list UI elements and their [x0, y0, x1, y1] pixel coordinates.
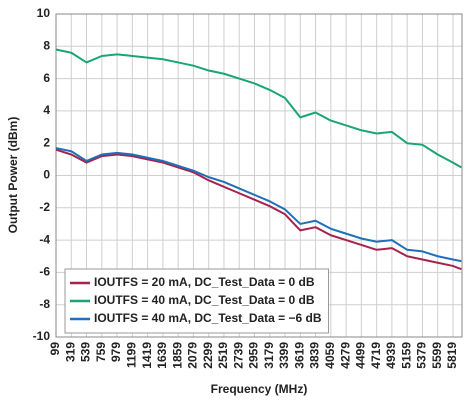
x-tick-label: 4939 [384, 342, 398, 369]
x-tick-label: 3179 [262, 342, 276, 369]
x-tick-label: 4499 [354, 342, 368, 369]
x-tick-label: 4279 [338, 342, 352, 369]
x-tick-label: 2299 [201, 342, 215, 369]
legend-label: IOUTFS = 40 mA, DC_Test_Data = −6 dB [94, 311, 322, 325]
legend-label: IOUTFS = 40 mA, DC_Test_Data = 0 dB [94, 293, 315, 307]
y-tick-label: 4 [43, 103, 50, 117]
x-tick-label: 759 [94, 342, 108, 362]
x-tick-label: 5159 [399, 342, 413, 369]
x-tick-label: 2959 [247, 342, 261, 369]
x-tick-label: 979 [109, 342, 123, 362]
x-tick-label: 5819 [445, 342, 459, 369]
x-tick-label: 539 [79, 342, 93, 362]
data-line [55, 48, 462, 169]
y-tick-label: 10 [37, 6, 51, 20]
x-axis-title: Frequency (MHz) [211, 382, 308, 396]
x-tick-label: 2739 [231, 342, 245, 369]
legend-box [64, 268, 330, 334]
y-tick-label: 2 [43, 135, 50, 149]
x-tick-label: 4059 [323, 342, 337, 369]
data-line [55, 148, 462, 271]
y-tick-label: 8 [43, 38, 50, 52]
x-tick-label: 2079 [186, 342, 200, 369]
x-tick-label: 3619 [292, 342, 306, 369]
y-tick-label: -10 [33, 329, 51, 343]
x-tick-label: 3399 [277, 342, 291, 369]
y-tick-label: -2 [39, 200, 50, 214]
x-tick-label: 5599 [430, 342, 444, 369]
data-line [55, 147, 462, 263]
y-tick-label: -8 [39, 297, 50, 311]
x-tick-label: 319 [63, 342, 77, 362]
legend-label: IOUTFS = 20 mA, DC_Test_Data = 0 dB [94, 275, 315, 289]
x-tick-label: 1419 [140, 342, 154, 369]
y-axis-title: Output Power (dBm) [6, 117, 20, 234]
x-tick-label: 1859 [170, 342, 184, 369]
x-tick-label: 1199 [125, 342, 139, 368]
y-tick-label: 0 [43, 168, 50, 182]
plot-frame [55, 13, 463, 338]
x-tick-label: 2519 [216, 342, 230, 369]
x-tick-label: 5379 [415, 342, 429, 369]
y-tick-label: -4 [39, 232, 50, 246]
x-tick-label: 99 [48, 342, 62, 356]
x-tick-label: 4719 [369, 342, 383, 369]
x-tick-label: 3839 [308, 342, 322, 369]
x-tick-label: 1639 [155, 342, 169, 369]
legend: IOUTFS = 20 mA, DC_Test_Data = 0 dB IOUTF… [64, 268, 330, 334]
y-tick-label: 6 [43, 71, 50, 85]
y-tick-label: -6 [39, 265, 50, 279]
